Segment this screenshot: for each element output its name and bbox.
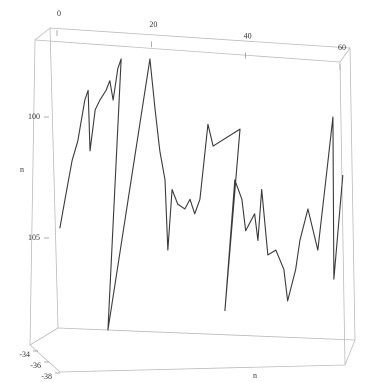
y-tick-label: 100 bbox=[28, 112, 40, 121]
z-tick-label: -34 bbox=[19, 350, 30, 359]
y-tick-label: 105 bbox=[28, 233, 40, 242]
x-tick-label: 40 bbox=[244, 31, 252, 40]
z-tick-label: -36 bbox=[30, 361, 41, 370]
box-frame bbox=[29, 27, 356, 373]
x-tick-label: 60 bbox=[338, 43, 346, 52]
data-line bbox=[59, 58, 344, 331]
y-axis-label: n bbox=[20, 165, 24, 174]
z-tick-label: -38 bbox=[41, 372, 52, 381]
x-axis-label: n bbox=[253, 371, 257, 380]
x-tick-label: 0 bbox=[57, 9, 61, 18]
x-tick-label: 20 bbox=[149, 20, 157, 29]
